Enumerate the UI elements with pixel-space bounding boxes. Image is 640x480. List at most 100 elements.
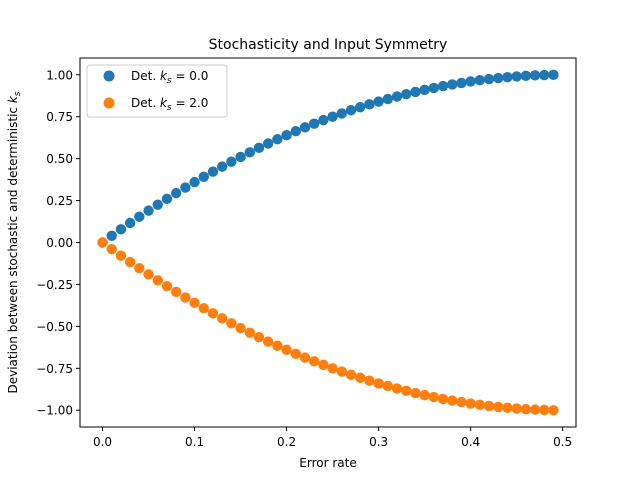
y-tick-label: −0.25 xyxy=(36,278,73,292)
series-2-point xyxy=(539,404,550,416)
legend-label-series-1: Det. ks = 0.0 xyxy=(131,69,208,86)
series-2-point xyxy=(410,387,421,399)
series-2-point xyxy=(419,389,430,401)
series-1-point xyxy=(364,99,375,110)
series-2-point xyxy=(180,292,191,303)
series-1-point xyxy=(327,111,338,122)
x-axis-label: Error rate xyxy=(299,456,356,470)
series-1-point xyxy=(336,108,347,119)
y-tick-label: 0.25 xyxy=(46,194,73,208)
series-2-point xyxy=(483,400,495,412)
series-2-point xyxy=(520,403,532,415)
series-2-point xyxy=(152,275,163,286)
legend-marker-series-2 xyxy=(103,97,115,109)
data-points xyxy=(97,69,559,416)
series-1-point xyxy=(318,114,329,126)
x-tick-label: 0.1 xyxy=(185,435,204,449)
x-tick-label: 0.2 xyxy=(277,435,296,449)
legend-box xyxy=(86,64,228,118)
y-axis-ticks: −1.00 −0.75 −0.50 −0.25 0.00 0.25 0.50 0.75 1.00 xyxy=(36,68,80,418)
series-2-point xyxy=(456,396,467,408)
series-2-point xyxy=(272,340,283,351)
legend-label-series-2-subscript: s xyxy=(167,103,172,113)
series-1-point xyxy=(198,171,209,183)
series-2-point xyxy=(529,404,541,415)
series-2-point xyxy=(207,308,219,319)
series-1-point xyxy=(428,82,440,94)
legend-label-series-1-symbol: k xyxy=(160,69,168,83)
series-1-point xyxy=(235,151,246,163)
series-2-point xyxy=(382,380,394,392)
series-1-point xyxy=(529,70,541,81)
series-2-point xyxy=(502,402,513,414)
x-tick-label: 0.5 xyxy=(553,435,572,449)
x-axis-ticks: 0.0 0.1 0.2 0.3 0.4 0.5 xyxy=(93,427,572,449)
series-2-point xyxy=(309,356,320,367)
series-2-point xyxy=(134,263,145,274)
series-1-point xyxy=(170,187,182,199)
series-2-point xyxy=(428,391,440,403)
series-2-point xyxy=(345,369,357,380)
series-2-point xyxy=(106,243,117,255)
series-1-point xyxy=(207,166,219,177)
series-2-point xyxy=(447,395,458,406)
series-2-point xyxy=(391,383,403,394)
series-1-point xyxy=(511,71,522,82)
series-2-point xyxy=(474,399,486,410)
series-1-point xyxy=(474,75,486,86)
series-1-point xyxy=(309,118,320,129)
series-2-point xyxy=(235,322,246,334)
series-2-point xyxy=(97,237,108,248)
x-tick-label: 0.0 xyxy=(93,435,112,449)
series-2-point xyxy=(262,336,274,347)
series-2-point xyxy=(336,366,347,377)
series-1-point xyxy=(189,176,200,188)
series-2-point xyxy=(198,302,209,314)
series-1-point xyxy=(355,102,366,113)
series-1-point xyxy=(447,79,458,90)
series-1-point xyxy=(124,217,136,229)
y-tick-label: 0.50 xyxy=(46,152,73,166)
legend-marker-series-1 xyxy=(103,70,115,82)
series-1-point xyxy=(493,72,504,84)
series-1-point xyxy=(226,156,237,167)
y-axis-label: Deviation between stochastic and determi… xyxy=(6,91,23,393)
y-tick-label: 1.00 xyxy=(46,68,73,82)
series-1-point xyxy=(456,77,467,89)
series-1-point xyxy=(106,230,117,242)
series-2-point xyxy=(373,378,384,389)
series-2-point xyxy=(290,348,301,359)
series-2-point xyxy=(253,331,265,343)
series-2-point xyxy=(143,269,154,280)
series-1-point xyxy=(115,224,127,235)
y-tick-label: 0.00 xyxy=(46,236,73,250)
series-2-point xyxy=(115,250,127,261)
series-1-point xyxy=(539,69,550,81)
series-2-point xyxy=(170,286,182,298)
series-1-point xyxy=(410,86,421,98)
series-2-point xyxy=(465,398,476,409)
series-1-point xyxy=(401,88,412,100)
series-2-point xyxy=(364,375,375,386)
chart-title: Stochasticity and Input Symmetry xyxy=(209,37,448,53)
series-2-point xyxy=(244,327,255,338)
x-tick-label: 0.4 xyxy=(461,435,480,449)
y-axis-label-symbol: k xyxy=(6,95,20,103)
legend-label-series-1-subscript: s xyxy=(167,76,172,86)
series-1-point xyxy=(281,129,292,141)
series-2-point xyxy=(511,403,522,414)
series-2-point xyxy=(226,318,237,329)
series-1-point xyxy=(483,73,495,85)
series-2-point xyxy=(281,344,292,356)
series-2-point xyxy=(124,256,136,268)
series-1-point xyxy=(180,182,191,193)
y-tick-label: −0.75 xyxy=(36,362,73,376)
series-2-point xyxy=(548,404,559,416)
series-2-point xyxy=(437,393,449,405)
series-1-point xyxy=(502,71,513,83)
series-1-point xyxy=(437,80,449,92)
series-1-point xyxy=(548,69,559,81)
legend-label-series-2-symbol: k xyxy=(160,96,168,110)
series-1-point xyxy=(161,193,173,205)
y-axis-label-text: Deviation between stochastic and determi… xyxy=(6,103,20,393)
